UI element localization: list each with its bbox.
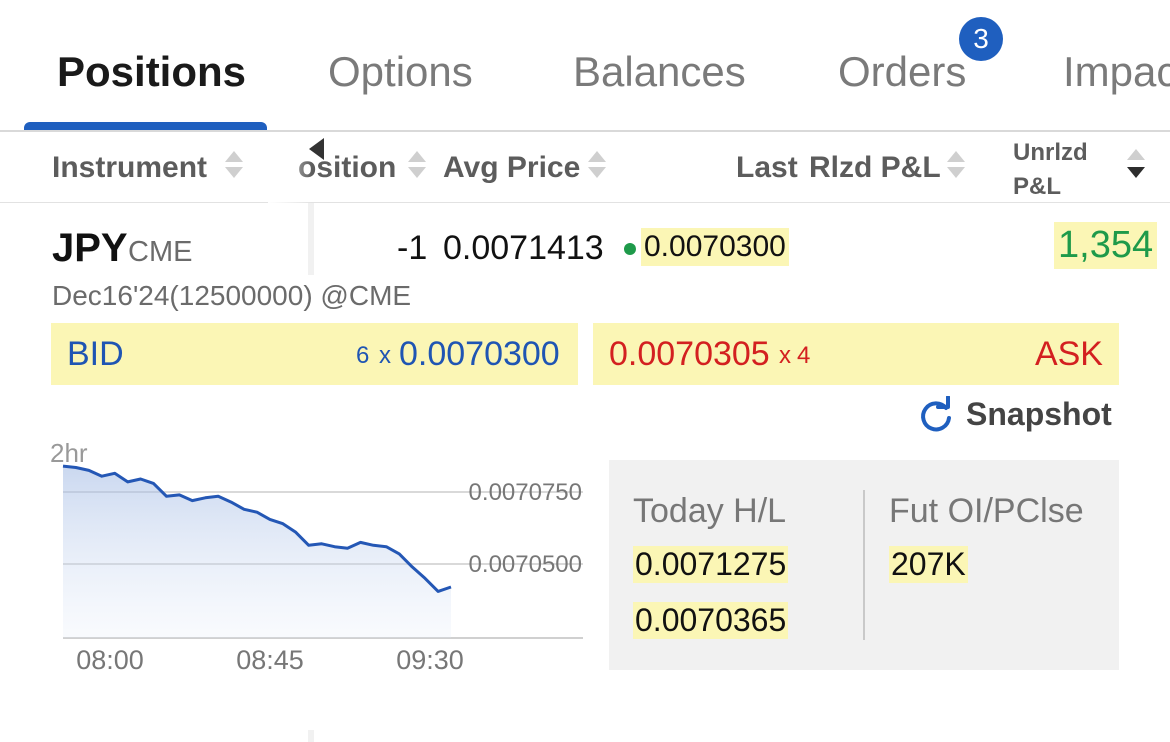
- column-header-unrlzd-pnl-line2[interactable]: P&L: [1013, 173, 1061, 200]
- sort-desc-icon: [408, 167, 426, 178]
- sort-asc-icon: [1127, 149, 1145, 160]
- bid-label: BID: [67, 335, 124, 373]
- column-header-rlzd-pnl[interactable]: Rlzd P&L: [809, 151, 941, 184]
- bid-price: 0.0070300: [399, 335, 560, 373]
- column-divider-shadow: [308, 730, 314, 742]
- unrealized-pnl-value: 1,354: [1054, 222, 1158, 269]
- instrument-exchange: CME: [128, 236, 193, 268]
- tab-bar: Positions Options Balances Orders Impac …: [0, 0, 1170, 132]
- sort-asc-icon: [225, 151, 243, 162]
- today-hl-label: Today H/L: [633, 492, 787, 530]
- stats-divider: [863, 490, 865, 640]
- column-header-last[interactable]: Last: [736, 151, 798, 184]
- bid-times: x: [379, 342, 391, 369]
- today-low-value: 0.0070365: [633, 602, 789, 639]
- column-header-unrlzd-pnl-line1[interactable]: Unrlzd: [1013, 139, 1088, 166]
- today-high-value: 0.0071275: [633, 546, 789, 583]
- y-tick-label: 0.0070750: [469, 479, 582, 506]
- instrument-symbol[interactable]: JPY: [52, 226, 128, 270]
- column-divider-shadow: [308, 203, 314, 275]
- active-tab-indicator: [24, 122, 267, 130]
- column-header-row: Instrument osition Avg Price Last Rlzd P…: [0, 133, 1170, 203]
- price-line: [62, 464, 452, 593]
- column-header-instrument[interactable]: Instrument: [52, 151, 208, 184]
- sort-desc-icon: [225, 167, 243, 178]
- last-price-value: 0.0070300: [641, 228, 789, 266]
- scroll-left-icon[interactable]: [309, 138, 324, 160]
- market-status-dot: [624, 243, 636, 255]
- tab-balances[interactable]: Balances: [573, 48, 746, 95]
- stats-panel: Today H/L 0.0071275 0.0070365 Fut OI/PCl…: [609, 460, 1119, 670]
- x-tick-label: 08:00: [76, 645, 144, 675]
- price-chart: 2hr 0.0070750 0.0070500 08:00 08:45 09:3…: [50, 440, 583, 675]
- x-tick-label: 08:45: [236, 645, 304, 675]
- bid-size: 6: [356, 342, 370, 369]
- ask-box[interactable]: 0.0070305 x 4 ASK: [593, 323, 1119, 385]
- ask-price: 0.0070305: [609, 335, 770, 373]
- y-tick-label: 0.0070500: [469, 551, 582, 578]
- sort-desc-icon: [947, 167, 965, 178]
- avg-price-value: 0.0071413: [443, 229, 604, 267]
- sort-asc-icon: [408, 151, 426, 162]
- scroll-fade: [268, 133, 312, 203]
- price-area: [63, 466, 451, 638]
- tab-options[interactable]: Options: [328, 48, 473, 95]
- tab-positions[interactable]: Positions: [57, 48, 247, 95]
- x-tick-label: 09:30: [396, 645, 464, 675]
- sort-desc-icon: [588, 167, 606, 178]
- position-quantity: -1: [397, 229, 428, 267]
- tab-orders[interactable]: Orders: [838, 48, 967, 95]
- refresh-icon: [921, 396, 951, 432]
- period-label: 2hr: [50, 440, 88, 468]
- fut-oi-value: 207K: [889, 546, 968, 583]
- bid-box[interactable]: BID 6 x 0.0070300: [51, 323, 578, 385]
- snapshot-label: Snapshot: [966, 396, 1112, 432]
- tab-impact[interactable]: Impac: [1063, 48, 1170, 95]
- ask-label: ASK: [1034, 335, 1103, 373]
- column-header-avg-price[interactable]: Avg Price: [443, 151, 581, 184]
- sort-desc-active-icon: [1127, 167, 1145, 178]
- sort-asc-icon: [947, 151, 965, 162]
- contract-description: Dec16'24(12500000) @CME: [52, 280, 412, 311]
- sort-asc-icon: [588, 151, 606, 162]
- ask-times: x: [779, 342, 791, 369]
- fut-oi-label: Fut OI/PClse: [889, 492, 1084, 530]
- orders-count-badge: 3: [959, 17, 1003, 61]
- ask-size: 4: [797, 342, 811, 369]
